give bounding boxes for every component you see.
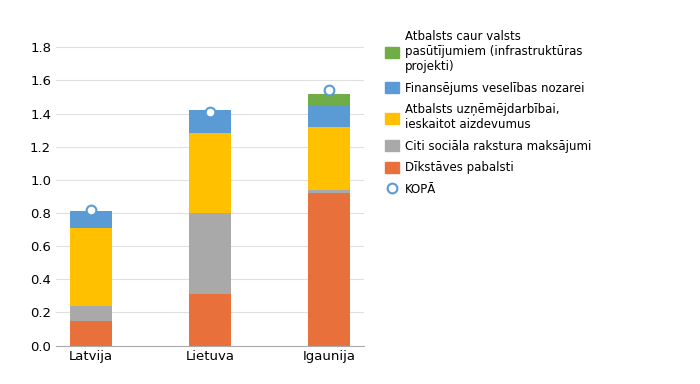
Legend: Atbalsts caur valsts
pasūtījumiem (infrastruktūras
projekti), Finansējums veselī: Atbalsts caur valsts pasūtījumiem (infra… (385, 30, 592, 196)
Bar (308, 105, 350, 127)
Bar (189, 134, 231, 213)
Bar (308, 127, 350, 190)
Bar (70, 228, 112, 306)
Bar (308, 193, 350, 346)
Bar (308, 190, 350, 193)
Bar (189, 213, 231, 294)
Bar (70, 306, 112, 321)
Bar (189, 294, 231, 346)
Bar (189, 110, 231, 134)
Bar (70, 321, 112, 346)
Bar (308, 94, 350, 105)
Bar (70, 211, 112, 228)
